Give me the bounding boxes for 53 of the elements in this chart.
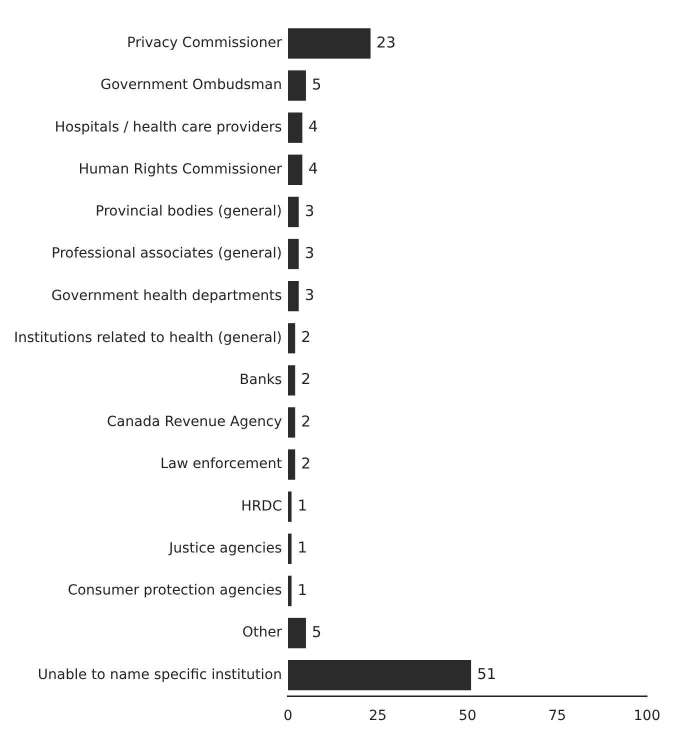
- y-tick-label: Other: [242, 624, 282, 641]
- y-tick-label: Provincial bodies (general): [95, 204, 282, 220]
- bar: [288, 618, 306, 648]
- data-label: 2: [301, 454, 311, 472]
- data-label: 5: [312, 622, 322, 641]
- x-tick-label: 100: [634, 708, 660, 724]
- bar: [288, 70, 306, 101]
- y-tick-label: Privacy Commissioner: [127, 35, 282, 52]
- bar: [288, 238, 299, 270]
- data-label: 4: [308, 160, 318, 178]
- bar: [288, 492, 292, 522]
- data-label: 4: [308, 118, 318, 136]
- bar: [288, 196, 299, 228]
- y-tick-label: Canada Revenue Agency: [106, 414, 282, 430]
- y-tick-label: Government Ombudsman: [100, 77, 282, 94]
- bar: [288, 28, 371, 59]
- bar: [288, 323, 296, 354]
- bar: [288, 534, 292, 564]
- y-tick-label: Unable to name specific institution: [38, 666, 282, 683]
- bar: [288, 154, 302, 185]
- y-tick-label: Government health departments: [51, 288, 282, 304]
- bar: [288, 112, 302, 143]
- y-tick-label: Law enforcement: [160, 456, 282, 472]
- data-label: 3: [304, 286, 314, 304]
- x-tick-label: 25: [368, 708, 387, 724]
- bar: [288, 280, 299, 312]
- y-tick-label: Human Rights Commissioner: [78, 161, 282, 178]
- y-tick-label: Hospitals / health care providers: [54, 119, 282, 136]
- x-tick-label: 50: [458, 708, 476, 724]
- bar: [288, 407, 296, 438]
- data-label: 1: [298, 496, 308, 515]
- bar: [288, 365, 296, 396]
- data-label: 3: [304, 244, 314, 262]
- y-tick-label: Professional associates (general): [52, 246, 282, 262]
- data-label: 1: [298, 580, 308, 599]
- data-label: 1: [298, 538, 308, 557]
- data-label: 3: [304, 202, 314, 220]
- bar: [288, 660, 472, 690]
- data-label: 23: [376, 33, 396, 52]
- bar: [288, 449, 296, 480]
- y-tick-label: HRDC: [241, 498, 282, 514]
- x-tick-label: 0: [284, 708, 292, 724]
- data-label: 2: [301, 370, 311, 388]
- y-tick-label: Consumer protection agencies: [68, 582, 282, 599]
- y-tick-label: Banks: [240, 372, 282, 388]
- data-label: 5: [312, 75, 322, 94]
- bar: [288, 576, 292, 606]
- x-tick-label: 75: [548, 708, 566, 724]
- data-label: 51: [477, 665, 496, 684]
- y-tick-label: Institutions related to health (general): [14, 330, 282, 346]
- data-label: 2: [301, 412, 311, 430]
- y-tick-label: Justice agencies: [168, 540, 282, 556]
- data-label: 2: [301, 328, 311, 346]
